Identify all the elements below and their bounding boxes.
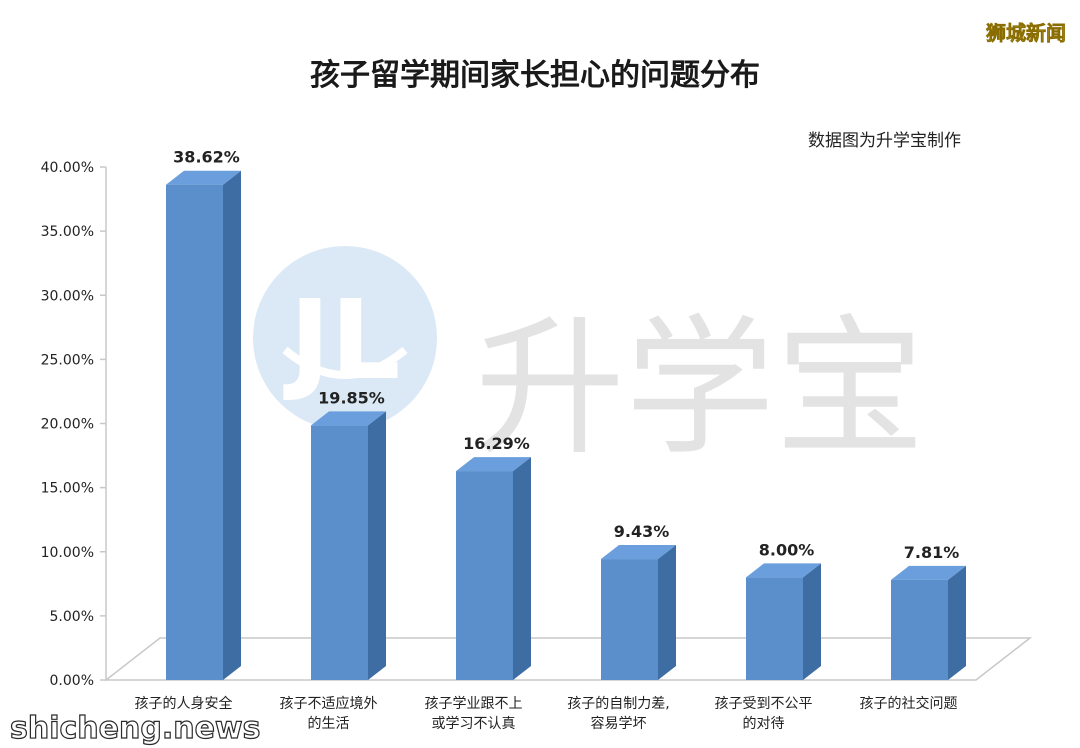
bar-front [311, 425, 368, 680]
category-label: 孩子的自制力差, [567, 696, 669, 712]
y-tick-label: 15.00% [41, 481, 94, 497]
bar-side [513, 457, 531, 680]
category-label: 孩子不适应境外 [280, 695, 378, 712]
y-tick-label: 5.00% [50, 609, 94, 625]
data-label: 19.85% [318, 388, 385, 407]
y-tick-label: 20.00% [41, 417, 94, 433]
bar-side [948, 565, 966, 680]
bar-front [746, 577, 803, 680]
y-tick-label: 0.00% [50, 673, 94, 689]
bar [166, 170, 241, 681]
watermark-logo-glyph: JL [282, 276, 400, 404]
data-label: 7.81% [904, 543, 960, 562]
chart-floor [103, 637, 1033, 681]
category-label: 孩子的社交问题 [860, 695, 958, 712]
data-label: 8.00% [759, 540, 815, 559]
y-tick-label: 30.00% [41, 288, 94, 304]
bar-side [658, 545, 676, 680]
category-label: 孩子的人身安全 [135, 695, 233, 712]
bar-top [456, 457, 531, 472]
data-label: 16.29% [463, 434, 530, 453]
watermark-text: 升学宝 [475, 302, 925, 476]
chart-title: 孩子留学期间家长担心的问题分布 [310, 58, 760, 93]
bar [746, 563, 821, 680]
bar-top [601, 545, 676, 560]
data-label: 38.62% [173, 148, 240, 167]
y-tick-label: 40.00% [41, 160, 94, 176]
category-label: 孩子学业跟不上 [425, 696, 523, 712]
y-tick-label: 35.00% [41, 224, 94, 240]
bar-front [601, 559, 658, 680]
bar [601, 545, 676, 680]
corner-badge: 狮城新闻 [986, 21, 1066, 45]
bar [456, 457, 531, 680]
bar-top [891, 565, 966, 580]
axes: 0.00% 5.00% 10.00% 15.00% 20.00% 25.00% 30.00%… [41, 160, 1033, 689]
chart-credit: 数据图为升学宝制作 [808, 131, 961, 151]
y-tick-label: 10.00% [41, 545, 94, 561]
bar-top [311, 411, 386, 426]
bar-top [166, 170, 241, 185]
category-label: 容易学坏 [591, 715, 647, 732]
bar-front [166, 184, 223, 681]
bar-top [746, 563, 821, 578]
watermark-smile [282, 346, 408, 379]
watermark-logo: JL [253, 246, 437, 430]
bar-side [368, 411, 386, 680]
category-label: 的对待 [743, 716, 785, 732]
bar-front [456, 471, 513, 680]
bar-side [223, 170, 241, 681]
footer-site: shicheng.news [10, 711, 261, 746]
data-label: 9.43% [614, 522, 670, 541]
category-label: 孩子受到不公平 [715, 696, 813, 712]
category-label: 的生活 [308, 716, 350, 732]
y-tick-label: 25.00% [41, 352, 94, 368]
bar-side [803, 563, 821, 680]
bars: 38.62% 19.85% 16.29% 9.43% 8.00% 7.81% [166, 148, 966, 681]
category-label: 或学习不认真 [432, 716, 516, 732]
bar [311, 411, 386, 680]
bar [891, 565, 966, 680]
bar-front [891, 579, 948, 680]
